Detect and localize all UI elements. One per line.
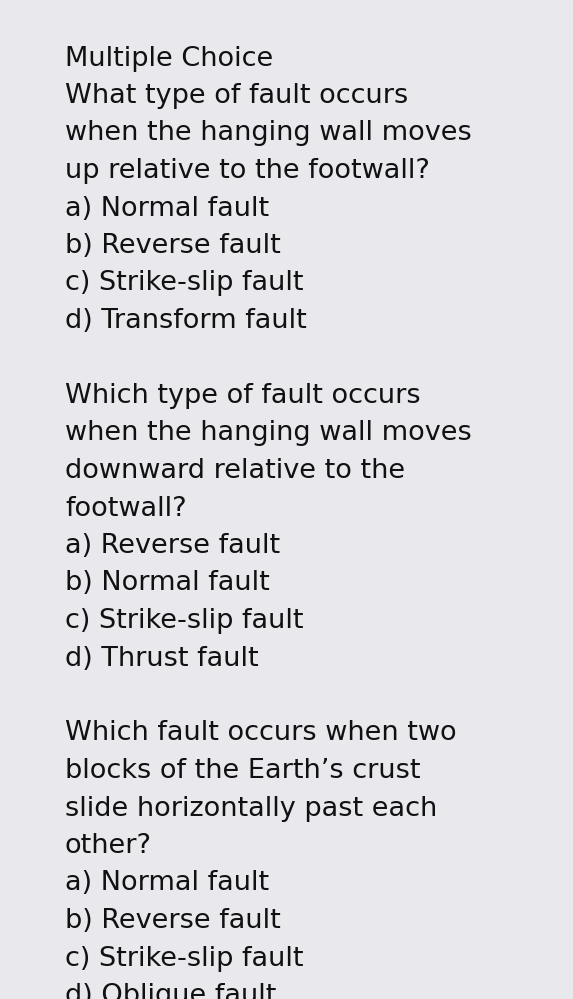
Text: b) Reverse fault: b) Reverse fault	[65, 908, 281, 934]
Text: c) Strike-slip fault: c) Strike-slip fault	[65, 608, 304, 634]
Text: What type of fault occurs: What type of fault occurs	[65, 83, 408, 109]
Text: blocks of the Earth’s crust: blocks of the Earth’s crust	[65, 758, 421, 784]
Text: Multiple Choice: Multiple Choice	[65, 46, 273, 72]
Text: when the hanging wall moves: when the hanging wall moves	[65, 421, 472, 447]
Text: c) Strike-slip fault: c) Strike-slip fault	[65, 945, 304, 971]
Text: d) Transform fault: d) Transform fault	[65, 308, 307, 334]
Text: when the hanging wall moves: when the hanging wall moves	[65, 121, 472, 147]
Text: d) Oblique fault: d) Oblique fault	[65, 983, 276, 999]
Text: b) Reverse fault: b) Reverse fault	[65, 233, 281, 259]
Text: up relative to the footwall?: up relative to the footwall?	[65, 158, 430, 184]
Text: Which type of fault occurs: Which type of fault occurs	[65, 383, 421, 409]
Text: a) Reverse fault: a) Reverse fault	[65, 533, 280, 559]
Text: downward relative to the: downward relative to the	[65, 458, 405, 484]
Text: slide horizontally past each: slide horizontally past each	[65, 795, 437, 821]
Text: other?: other?	[65, 833, 152, 859]
Text: footwall?: footwall?	[65, 496, 187, 521]
Text: c) Strike-slip fault: c) Strike-slip fault	[65, 271, 304, 297]
Text: d) Thrust fault: d) Thrust fault	[65, 645, 258, 671]
Text: a) Normal fault: a) Normal fault	[65, 196, 269, 222]
Text: a) Normal fault: a) Normal fault	[65, 870, 269, 896]
Text: b) Normal fault: b) Normal fault	[65, 570, 270, 596]
Text: Which fault occurs when two: Which fault occurs when two	[65, 720, 457, 746]
